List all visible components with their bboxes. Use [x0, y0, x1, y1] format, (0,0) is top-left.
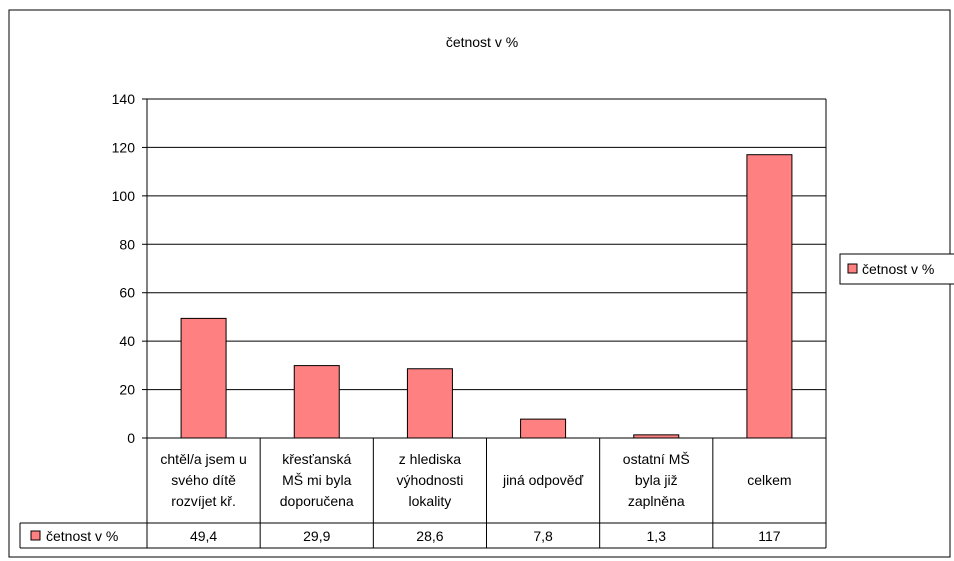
- table-value: 7,8: [533, 528, 553, 544]
- y-tick-label: 120: [112, 139, 136, 155]
- x-tick-label: ostatní MŠ byla již zaplněna: [623, 451, 690, 509]
- x-tick-label: jiná odpověď: [502, 472, 584, 488]
- x-tick-label: z hlediska výhodnosti lokality: [396, 451, 463, 509]
- legend: četnost v %: [839, 253, 954, 285]
- x-tick-label: křesťanská MŠ mi byla doporučena: [280, 451, 354, 509]
- x-tick-label: celkem: [747, 472, 791, 488]
- table-series-name: četnost v %: [46, 528, 118, 544]
- chart-title: četnost v %: [446, 34, 518, 50]
- chart-area-border: [8, 9, 951, 558]
- table-value: 117: [758, 528, 781, 544]
- x-tick-label: chtěl/a jsem u svého dítě rozvíjet kř.: [160, 451, 246, 509]
- data-table: chtěl/a jsem u svého dítě rozvíjet kř. křes…: [19, 438, 827, 549]
- table-value: 28,6: [416, 528, 443, 544]
- bar: [180, 317, 227, 439]
- table-value: 29,9: [303, 528, 330, 544]
- table-series-swatch: [30, 530, 41, 541]
- y-tick-label: 40: [119, 333, 135, 349]
- legend-label: četnost v %: [862, 261, 934, 277]
- bar: [520, 418, 567, 439]
- bar: [633, 434, 680, 439]
- bar: [293, 365, 340, 439]
- legend-box: [839, 253, 954, 285]
- y-tick-label: 80: [119, 236, 135, 252]
- y-tick-label: 20: [119, 382, 135, 398]
- legend-swatch: [847, 263, 858, 274]
- y-tick-label: 0: [127, 430, 135, 446]
- y-tick-label: 100: [112, 188, 136, 204]
- table-value: 1,3: [647, 528, 667, 544]
- bars: [180, 154, 793, 439]
- y-tick-label: 140: [112, 91, 136, 107]
- gridlines: [147, 98, 827, 438]
- bar: [406, 368, 453, 439]
- bar: [746, 154, 793, 439]
- table-value: 49,4: [190, 528, 217, 544]
- y-tick-label: 60: [119, 285, 135, 301]
